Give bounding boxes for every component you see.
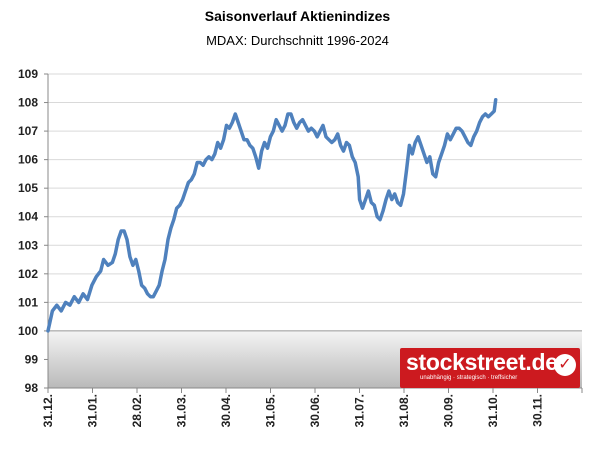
x-tick-label: 31.08. [397,394,411,427]
x-tick-label: 31.07. [353,394,367,427]
chart-subtitle: MDAX: Durchschnitt 1996-2024 [206,33,389,48]
y-tick-label: 98 [25,381,39,395]
series-lines [46,97,498,333]
x-tick-label: 31.03. [175,394,189,427]
y-tick-label: 104 [18,210,38,224]
x-tick-label: 31.05. [264,394,278,427]
x-tick-label: 31.01. [86,394,100,427]
logo-wordmark: stockstreet.de [406,349,558,375]
y-tick-label: 106 [18,153,38,167]
y-tick-label: 107 [18,124,38,138]
y-tick-label: 99 [25,352,39,366]
x-tick-labels: 31.12. 31.01. 28.02. 31.03. 30.04. 31.05. 30.0… [41,394,545,427]
y-tick-label: 101 [18,295,38,309]
chart-title: Saisonverlauf Aktienindizes [204,8,391,24]
y-tick-label: 105 [18,181,38,195]
x-tick-label: 28.02. [130,394,144,427]
x-tick-label: 30.04. [219,394,233,427]
series-line [46,97,498,333]
stockstreet-logo: stockstreet.de unabhängig · strategisch … [400,348,580,388]
y-tick-label: 102 [18,267,38,281]
x-tick-label: 30.11. [531,394,545,427]
axes [44,73,583,393]
x-tick-label: 30.09. [442,394,456,427]
y-tick-label: 103 [18,238,38,252]
x-tick-label: 31.10. [486,394,500,427]
x-tick-label: 30.06. [308,394,322,427]
y-tick-labels: 98 99 100 101 102 103 104 105 106 107 108 109 [18,67,38,395]
y-tick-label: 100 [18,324,38,338]
checkmark-icon: ✓ [554,354,576,376]
y-tick-label: 108 [18,96,38,110]
x-tick-label: 31.12. [41,394,55,427]
logo-tagline: unabhängig · strategisch · treffsicher [420,375,518,381]
y-tick-label: 109 [18,67,38,81]
